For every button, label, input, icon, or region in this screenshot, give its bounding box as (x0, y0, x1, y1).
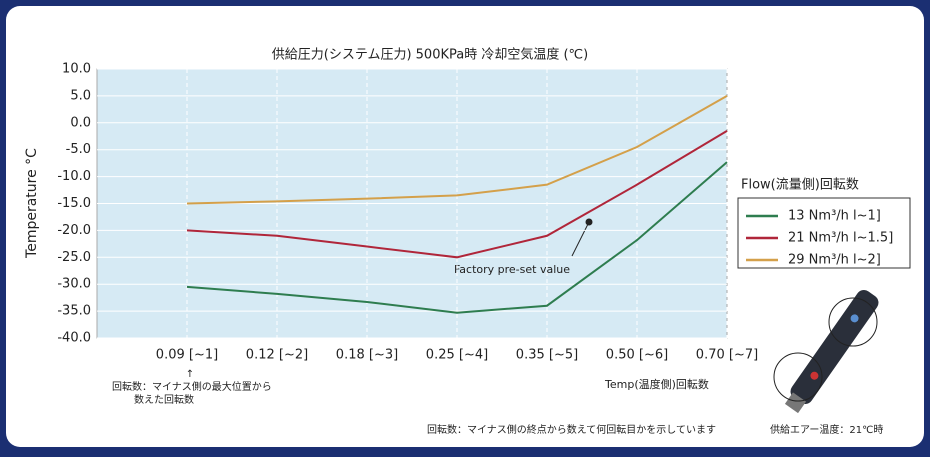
x-tick-label: 0.70 [~7] (696, 348, 758, 363)
callout-circle (773, 352, 823, 402)
x-tick-label: 0.35 [~5] (516, 348, 578, 363)
y-tick-label: -15.0 (57, 196, 91, 211)
y-tick-label: -10.0 (57, 169, 91, 184)
footer-note: 回転数：マイナス側の終点から数えて何回転目かを示しています (427, 423, 716, 436)
y-tick-label: -30.0 (57, 277, 91, 292)
note: 数えた回転数 (134, 393, 194, 406)
arrow: ↑ (186, 369, 194, 380)
legend-label: 29 Nm³/h l~2] (788, 253, 881, 268)
annotation-line (571, 221, 590, 257)
y-tick-label: 5.0 (70, 88, 91, 103)
annotation-dot (585, 218, 593, 226)
callout-circle (828, 297, 878, 347)
y-tick-label: -20.0 (57, 223, 91, 238)
y-tick-label: -40.0 (57, 331, 91, 346)
footer-note: 供給エアー温度：21℃時 (770, 423, 883, 436)
y-tick-label: 0.0 (70, 115, 91, 130)
y-tick-label: -5.0 (66, 142, 91, 157)
legend-box (737, 197, 911, 269)
y-tick-label: -35.0 (57, 304, 91, 319)
x-tick-label: 0.09 [~1] (156, 348, 218, 363)
series-line (186, 130, 728, 259)
x-tick-label: 0.50 [~6] (606, 348, 668, 363)
y-axis-label: Temperature °C (24, 148, 40, 259)
x-tick-label: 0.18 [~3] (336, 348, 398, 363)
annotation: Factory pre-set value (454, 263, 570, 276)
legend-label: 13 Nm³/h l~1] (788, 209, 881, 224)
y-tick-label: -25.0 (57, 250, 91, 265)
chart-title: 供給圧力(システム圧力) 500KPa時 冷却空気温度 (℃) (272, 47, 588, 63)
legend-title: Flow(流量側)回転数 (741, 178, 859, 193)
note: Temp(温度側)回転数 (604, 377, 709, 391)
note: 回転数：マイナス側の最大位置から (112, 380, 272, 393)
series-line (186, 161, 728, 314)
y-tick-label: 10.0 (62, 62, 91, 77)
series-line (186, 95, 728, 205)
x-tick-label: 0.25 [~4] (426, 348, 488, 363)
device-illustration (784, 290, 879, 414)
legend-label: 21 Nm³/h l~1.5] (788, 231, 893, 246)
x-tick-label: 0.12 [~2] (246, 348, 308, 363)
